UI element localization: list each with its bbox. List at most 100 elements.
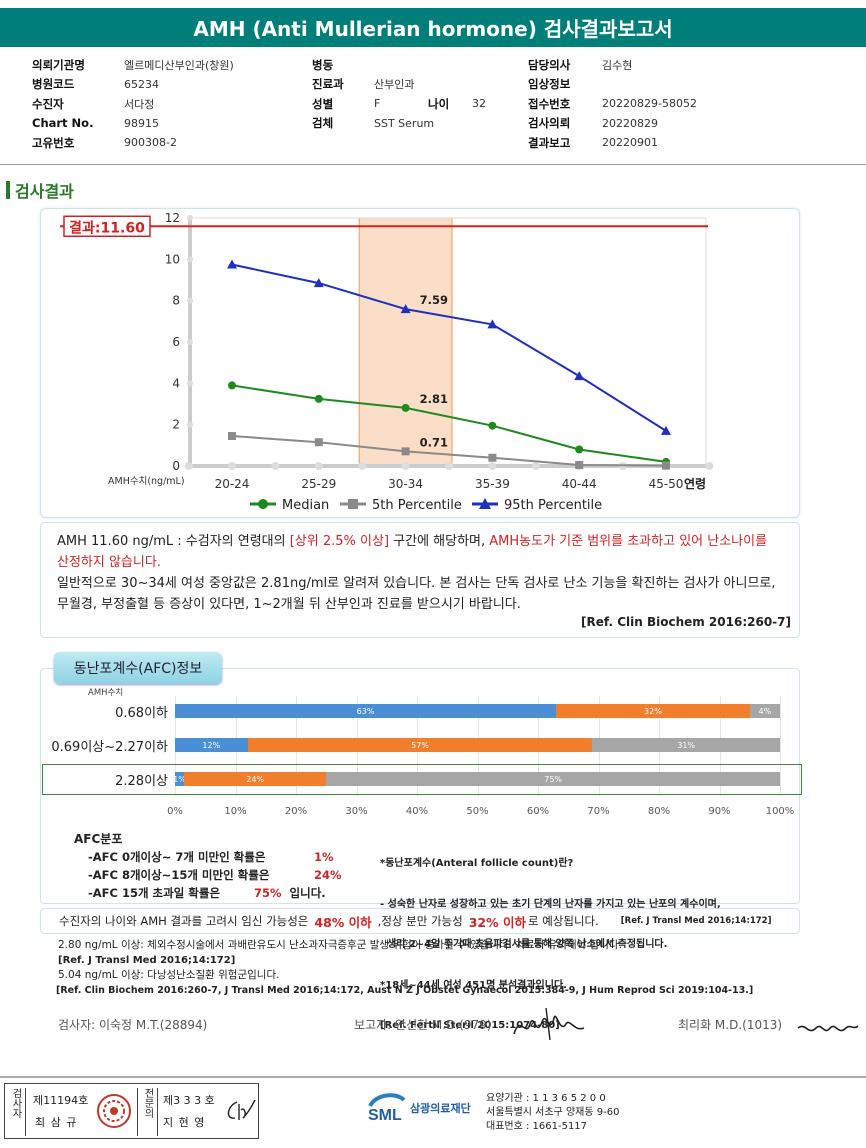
afc-dist-item: -AFC 8개이상~15개 미만인 확률은 24% — [88, 866, 342, 884]
x-tick-dot — [401, 462, 410, 470]
info-row: 담당의사 김수현 — [528, 55, 697, 75]
info-value: SST Serum — [374, 116, 435, 130]
interpretation-panel: AMH 11.60 ng/mL : 수검자의 연령대의 [상위 2.5% 이상]… — [40, 522, 800, 638]
age-value: 32 — [472, 97, 486, 111]
x-tick-dot — [445, 462, 453, 470]
afc-highlight-row — [42, 764, 802, 795]
median-point — [314, 394, 323, 403]
p95-point — [400, 304, 411, 314]
p5-point — [401, 447, 410, 456]
afc-dist-text: -AFC 8개이상~15개 미만인 확률은 — [88, 868, 270, 882]
x-tick-label: 20-24 — [215, 477, 250, 491]
info-row: 병동 — [312, 55, 486, 75]
cert-number-1: 제11194호 — [33, 1094, 89, 1107]
y-axis-label: AMH수치(ng/mL) — [108, 475, 185, 487]
y-tick-label: 10 — [165, 252, 180, 266]
y-tick-dot — [187, 421, 193, 428]
p5-point — [488, 453, 497, 462]
median-point — [401, 403, 410, 412]
p95-point — [487, 319, 498, 329]
series-line-5th-percentile — [231, 435, 667, 467]
afc-tab[interactable]: 동난포계수(AFC)정보 — [54, 652, 222, 684]
x-tick-dot — [531, 462, 540, 470]
info-label: 의뢰기관명 — [32, 57, 85, 72]
info-value: 65234 — [124, 77, 159, 91]
certification-box: 검사자 제11194호 최 삼 규 전문의 제3 3 3 호 지 현 영 — [4, 1083, 259, 1139]
preg-text: 로 예상됩니다. — [527, 914, 599, 928]
x-tick-dot — [271, 462, 280, 470]
info-label: 검체 — [312, 116, 334, 131]
median-point — [575, 445, 584, 454]
x-tick-dot — [314, 462, 323, 470]
info-row: 임상정보 — [528, 75, 697, 95]
note-line: 5.04 ng/mL 이상: 다낭성난소질환 위험군입니다. — [58, 969, 280, 981]
info-value: 20220829 — [602, 116, 658, 130]
third-signature: 최리화 M.D.(1013) — [678, 1018, 783, 1032]
info-label: 고유번호 — [32, 135, 75, 150]
afc-amh-header: AMH수치 — [88, 688, 124, 698]
org-logo: SML 삼광의료재단 — [366, 1090, 471, 1126]
info-row: 접수번호 20220829-58052 — [528, 94, 697, 114]
interp-warning: AMH농도가 기준 범위를 초과하고 있어 난소나이를 산정하지 않습니다. — [57, 534, 768, 570]
section-title: 검사결과 — [6, 178, 74, 202]
median-point — [488, 421, 497, 430]
afc-dist-item: -AFC 0개이상~ 7개 미만인 확률은 1% — [88, 848, 342, 866]
afc-dist-value: 24% — [314, 868, 342, 882]
y-tick-dot — [187, 256, 193, 263]
interpretation-reference: [Ref. Clin Biochem 2016:260-7] — [581, 615, 791, 629]
afc-definition: *동난포계수(Anteral follicle count)란? - 성숙한 난… — [380, 830, 721, 1060]
logo-text: SML — [368, 1107, 402, 1124]
cert-role-2: 전문의 — [137, 1088, 158, 1136]
p95-point — [227, 259, 237, 269]
y-tick-dot — [187, 380, 193, 387]
info-value: 20220829-58052 — [602, 97, 697, 111]
afc-def-line: - 성숙한 난자로 성장하고 있는 초기 단계의 난자를 가지고 있는 난포의 … — [380, 898, 721, 910]
info-label: 병동 — [312, 57, 334, 72]
section-title-text: 검사결과 — [15, 182, 74, 201]
y-tick-dot — [187, 339, 193, 345]
amh-chart: 0 2 4 6 8 10 12 20-24 25-29 30-34 35-39 40-44 45-50 연… — [60, 211, 714, 513]
info-row: 검사의뢰 20220829 — [528, 114, 697, 134]
note-reference: [Ref. Clin Biochem 2016:260-7, J Transl … — [56, 985, 754, 996]
info-row: 진료과 산부인과 — [312, 75, 486, 95]
afc-dist-list: -AFC 0개이상~ 7개 미만인 확률은 1% -AFC 8개이상~15개 미만… — [88, 848, 342, 902]
handwritten-signature — [227, 1099, 256, 1120]
info-column-1: 의뢰기관명 엘르메디산부인과(창원) 병원코드 65234 수진자 서다정 Chart… — [32, 55, 234, 153]
data-label: 7.59 — [420, 293, 448, 307]
info-value: 김수현 — [602, 58, 633, 72]
info-label: 결과보고 — [528, 135, 571, 150]
seal-icon — [97, 1094, 131, 1128]
info-label: 진료과 — [312, 77, 344, 92]
info-column-3: 담당의사 김수현 임상정보 접수번호 20220829-58052 검사의뢰 2022… — [528, 55, 697, 153]
info-row: Chart No. 98915 — [32, 114, 234, 134]
p5-point — [228, 432, 236, 441]
report-title: AMH (Anti Mullerian hormone) 검사결과보고서 — [0, 8, 866, 47]
result-label: 결과:11.60 — [69, 219, 145, 236]
x-tick-label: 30-34 — [388, 477, 423, 491]
p95-point — [313, 278, 324, 288]
org-name: 삼광의료재단 — [410, 1102, 471, 1115]
info-row: 수진자 서다정 — [32, 94, 234, 114]
x-tick-dot — [184, 462, 193, 470]
info-label: 임상정보 — [528, 77, 571, 92]
org-contact-line: 서울특별시 서초구 양재동 9-60 — [486, 1107, 620, 1118]
x-tick-label: 45-50 — [649, 477, 684, 491]
legend-label: 95th Percentile — [504, 498, 602, 513]
series-line-median — [231, 384, 667, 463]
data-label: 0.71 — [420, 435, 448, 449]
legend-marker — [258, 499, 268, 509]
y-tick-label: 4 — [172, 376, 180, 390]
x-tick-label: 35-39 — [475, 477, 510, 491]
y-tick-label: 8 — [172, 294, 180, 308]
x-tick-dot — [228, 462, 236, 470]
age-label: 나이 — [428, 96, 450, 111]
interp-text: 구간에 해당하며, — [389, 534, 490, 549]
info-label: 담당의사 — [528, 57, 571, 72]
y-tick-label: 0 — [172, 459, 180, 473]
afc-def-line: 생리 2~4일 주기때 초음파검사를 통해 양쪽 난소에서 측정됩니다. — [380, 939, 668, 950]
series-line-95th-percentile — [231, 263, 667, 432]
afc-dist-text: -AFC 0개이상~ 7개 미만인 확률은 — [88, 850, 266, 864]
cert-name-2: 지 현 영 — [163, 1116, 206, 1129]
third-handwritten-signature — [797, 1025, 859, 1032]
afc-summary: AFC분포 -AFC 0개이상~ 7개 미만인 확률은 1% -AFC 8개이상~… — [40, 822, 800, 1031]
